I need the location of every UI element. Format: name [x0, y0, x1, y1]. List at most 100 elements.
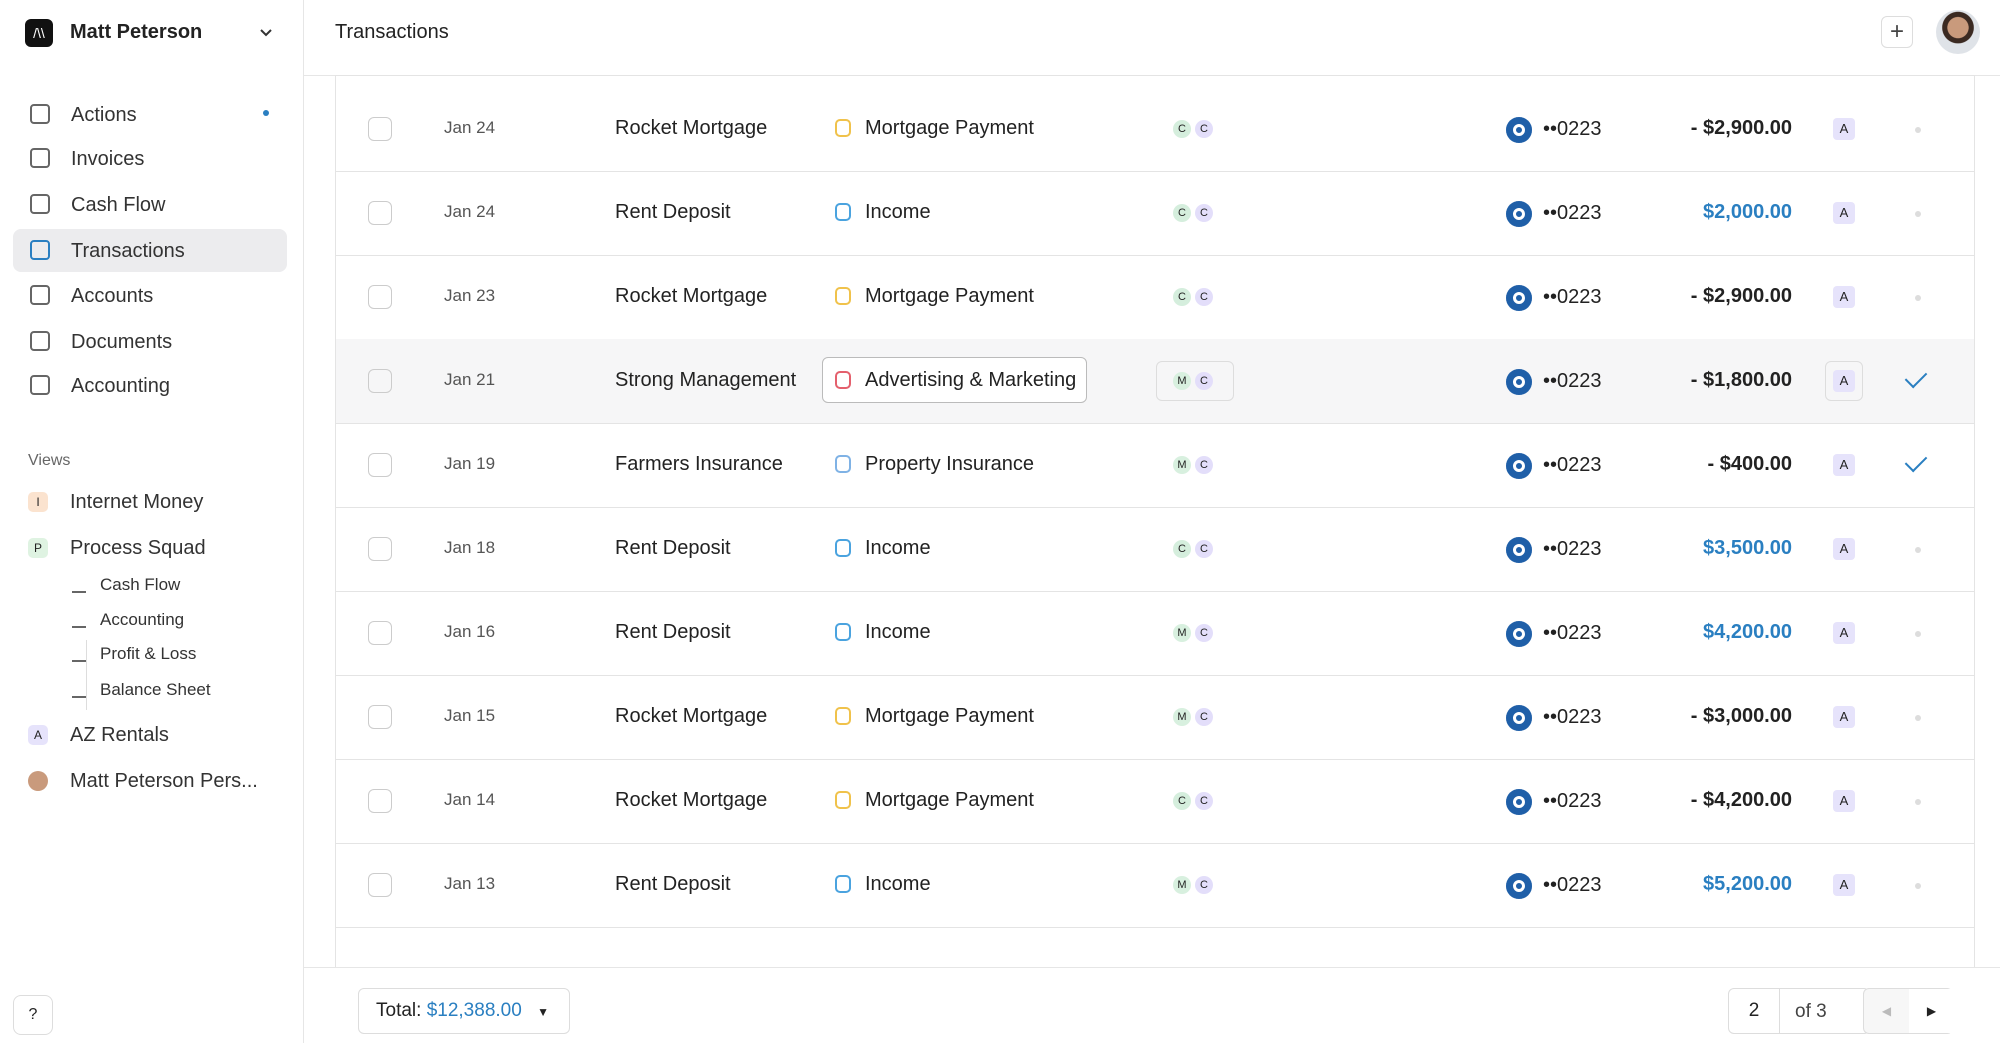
nav-item[interactable]: Transactions: [13, 229, 287, 272]
bank-icon: [1506, 201, 1532, 227]
table-row[interactable]: Jan 18 Rent Deposit Income C C ••0223 $3,500.0…: [335, 507, 1975, 592]
bank-icon: [1506, 621, 1532, 647]
person-avatar: M: [1173, 876, 1191, 894]
table-row[interactable]: Jan 16 Rent Deposit Income M C ••0223 $4,200.0…: [335, 591, 1975, 676]
table-row[interactable]: Jan 15 Rocket Mortgage Mortgage Payment M C •…: [335, 675, 1975, 760]
tag: A: [1833, 706, 1855, 728]
next-page[interactable]: ▶: [1909, 989, 1954, 1033]
row-checkbox[interactable]: [368, 201, 392, 225]
status-dot[interactable]: [1915, 547, 1921, 553]
bank-icon: [1506, 453, 1532, 479]
total-value: $12,388.00: [426, 1000, 522, 1021]
view-item[interactable]: Balance Sheet: [100, 680, 211, 699]
bank-icon: [1506, 789, 1532, 815]
category: Income: [865, 201, 931, 223]
nav-icon: [30, 285, 50, 305]
payee: Rent Deposit: [615, 873, 731, 895]
row-checkbox[interactable]: [368, 285, 392, 309]
person-avatar: C: [1173, 540, 1191, 558]
payee: Rocket Mortgage: [615, 117, 768, 139]
view-badge: I: [28, 492, 48, 512]
reviewed-check[interactable]: [1904, 365, 1928, 389]
row-checkbox[interactable]: [368, 117, 392, 141]
tag: A: [1833, 286, 1855, 308]
account: ••0223: [1543, 370, 1602, 392]
view-item[interactable]: Profit & Loss: [100, 644, 197, 663]
people-chip: [1156, 361, 1234, 401]
reviewed-check[interactable]: [1904, 449, 1928, 473]
org-name[interactable]: Matt Peterson: [70, 21, 203, 43]
nav-label: Invoices: [71, 148, 145, 170]
person-avatar: C: [1195, 456, 1213, 474]
category-icon: [835, 371, 851, 389]
payee: Rent Deposit: [615, 201, 731, 223]
person-avatar: M: [1173, 624, 1191, 642]
table-row[interactable]: Jan 24 Rent Deposit Income C C ••0223 $2,000.0…: [335, 171, 1975, 256]
nav-icon: [30, 194, 50, 214]
status-dot[interactable]: [1915, 715, 1921, 721]
account: ••0223: [1543, 118, 1602, 140]
page-input[interactable]: 2: [1729, 989, 1780, 1033]
row-checkbox[interactable]: [368, 537, 392, 561]
chevron[interactable]: [258, 24, 274, 40]
row-checkbox[interactable]: [368, 453, 392, 477]
nav-item[interactable]: Invoices: [13, 137, 287, 180]
view-item[interactable]: Matt Peterson Pers...: [70, 770, 258, 792]
table-row[interactable]: Jan 13 Rent Deposit Income M C ••0223 $5,200.0…: [335, 843, 1975, 928]
nav-item[interactable]: Accounting: [13, 364, 287, 407]
user-avatar[interactable]: [1936, 10, 1980, 54]
bank-icon: [1506, 705, 1532, 731]
table-row[interactable]: Jan 19 Farmers Insurance Property Insuranc…: [335, 423, 1975, 508]
row-checkbox[interactable]: [368, 705, 392, 729]
category-icon: [835, 119, 851, 137]
payee: Rent Deposit: [615, 621, 731, 643]
nav-item[interactable]: Accounts: [13, 274, 287, 317]
bank-icon: [1506, 285, 1532, 311]
table-row[interactable]: Jan 23 Rocket Mortgage Mortgage Payment C C •…: [335, 255, 1975, 340]
nav-item[interactable]: Actions: [13, 93, 287, 136]
row-checkbox[interactable]: [368, 873, 392, 897]
person-avatar: C: [1195, 372, 1213, 390]
account: ••0223: [1543, 538, 1602, 560]
row-checkbox[interactable]: [368, 369, 392, 393]
view-avatar: [28, 771, 48, 791]
logo: /\\: [25, 19, 53, 47]
nav-item[interactable]: Documents: [13, 320, 287, 363]
view-item[interactable]: Internet Money: [70, 491, 204, 513]
status-dot[interactable]: [1915, 799, 1921, 805]
sidebar: /\\ Matt Peterson Views ? Actions Invoice…: [0, 0, 304, 1043]
row-checkbox[interactable]: [368, 621, 392, 645]
view-item[interactable]: Accounting: [100, 610, 185, 629]
view-item[interactable]: AZ Rentals: [70, 724, 169, 746]
help-button[interactable]: ?: [13, 995, 53, 1035]
person-avatar: C: [1195, 624, 1213, 642]
table-row[interactable]: Jan 21 Strong Management Advertising & Mar…: [335, 339, 1975, 424]
person-avatar: C: [1173, 288, 1191, 306]
row-checkbox[interactable]: [368, 789, 392, 813]
table-row[interactable]: Jan 24 Rocket Mortgage Mortgage Payment C C •…: [335, 87, 1975, 172]
person-avatar: M: [1173, 708, 1191, 726]
status-dot[interactable]: [1915, 295, 1921, 301]
account: ••0223: [1543, 286, 1602, 308]
amount: $3,500.00: [1703, 537, 1792, 559]
date: Jan 21: [444, 370, 496, 389]
tag: A: [1833, 202, 1855, 224]
account: ••0223: [1543, 202, 1602, 224]
prev-page[interactable]: ◀: [1864, 989, 1910, 1033]
status-dot[interactable]: [1915, 211, 1921, 217]
status-dot[interactable]: [1915, 883, 1921, 889]
tag: A: [1833, 874, 1855, 896]
tag: A: [1833, 538, 1855, 560]
view-item[interactable]: Cash Flow: [100, 575, 181, 594]
total-dropdown[interactable]: Total: $12,388.00 ▼: [358, 988, 570, 1034]
table-row[interactable]: Jan 14 Rocket Mortgage Mortgage Payment C C •…: [335, 759, 1975, 844]
add-button[interactable]: +: [1881, 16, 1913, 48]
category: Income: [865, 873, 931, 895]
status-dot[interactable]: [1915, 631, 1921, 637]
view-item[interactable]: Process Squad: [70, 537, 206, 559]
status-dot[interactable]: [1915, 127, 1921, 133]
date: Jan 14: [444, 790, 496, 809]
person-avatar: C: [1195, 540, 1213, 558]
person-avatar: C: [1195, 876, 1213, 894]
nav-item[interactable]: Cash Flow: [13, 183, 287, 226]
